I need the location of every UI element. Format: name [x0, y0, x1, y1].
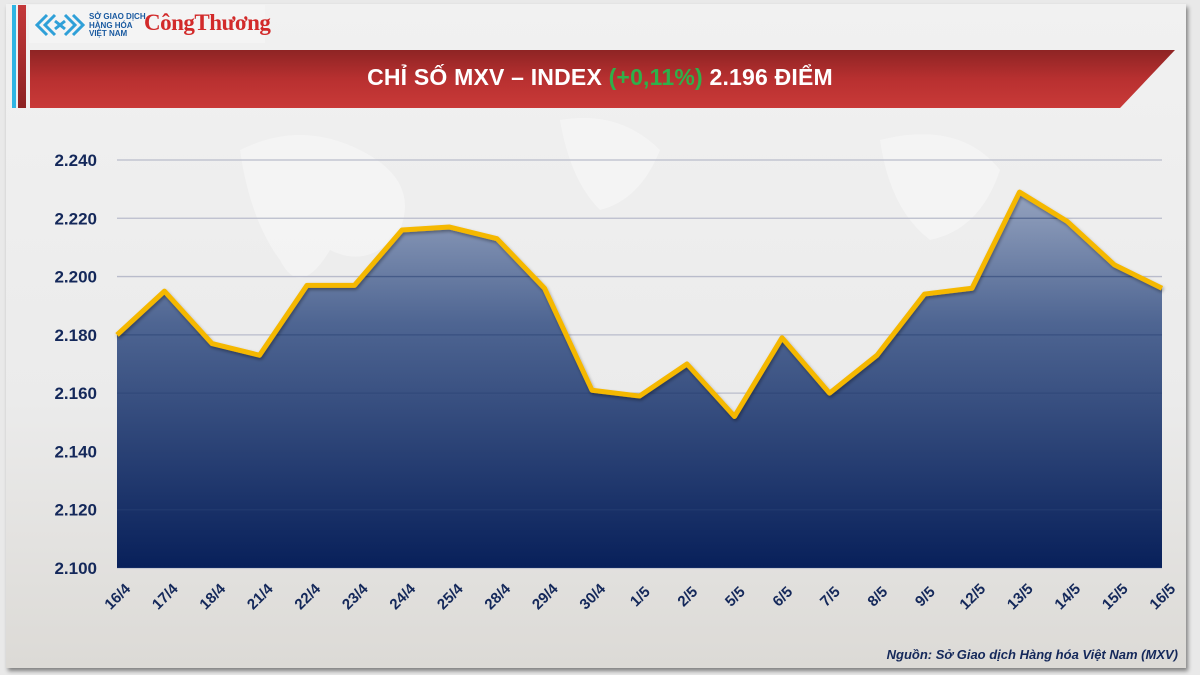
x-tick-label: 30/4	[576, 580, 609, 613]
title-index-value: 2.196 ĐIỂM	[702, 64, 833, 90]
accent-bar-blue	[12, 5, 16, 108]
x-axis-labels: 16/4 17/4 18/4 21/4 22/4 23/4 24/4 25/4 28/4 29/4…	[101, 580, 1179, 613]
mxv-logo-icon	[35, 13, 85, 37]
x-tick-label: 2/5	[674, 583, 701, 610]
x-tick-label: 9/5	[912, 583, 939, 610]
y-tick-label: 2.120	[54, 501, 97, 520]
title-banner	[30, 50, 1175, 108]
x-tick-label: 6/5	[769, 583, 796, 610]
x-tick-label: 29/4	[529, 580, 562, 613]
x-tick-label: 21/4	[244, 580, 277, 613]
x-tick-label: 13/5	[1004, 580, 1037, 613]
mxv-logo-line: SỞ GIAO DỊCH	[89, 12, 146, 21]
x-tick-label: 23/4	[339, 580, 372, 613]
y-tick-label: 2.220	[54, 209, 97, 228]
mxv-logo-line: HÀNG HÓA	[89, 20, 133, 30]
x-tick-label: 17/4	[149, 580, 182, 613]
x-tick-label: 14/5	[1051, 580, 1084, 613]
x-tick-label: 15/5	[1099, 580, 1132, 613]
accent-bar-red	[18, 5, 26, 108]
y-tick-label: 2.160	[54, 384, 97, 403]
x-tick-label: 7/5	[817, 583, 844, 610]
title-prefix: CHỈ SỐ MXV – INDEX	[367, 64, 609, 90]
header-logos: SỞ GIAO DỊCH HÀNG HÓA VIỆT NAM CôngThươn…	[29, 5, 271, 43]
title-change-percent: (+0,11%)	[608, 64, 703, 90]
x-tick-label: 25/4	[434, 580, 467, 613]
x-tick-label: 22/4	[291, 580, 324, 613]
x-tick-label: 28/4	[481, 580, 514, 613]
cong-thuong-logo: CôngThương	[144, 10, 271, 35]
x-tick-label: 5/5	[722, 583, 749, 610]
source-note: Nguồn: Sở Giao dịch Hàng hóa Việt Nam (M…	[886, 647, 1178, 662]
chart-title: CHỈ SỐ MXV – INDEX (+0,11%) 2.196 ĐIỂM	[0, 64, 1200, 91]
x-tick-label: 12/5	[956, 580, 989, 613]
y-tick-label: 2.200	[54, 268, 97, 287]
x-tick-label: 8/5	[864, 583, 891, 610]
x-tick-label: 1/5	[627, 583, 654, 610]
index-line	[115, 189, 1164, 419]
y-tick-label: 2.240	[54, 151, 97, 170]
area-fill	[117, 192, 1162, 569]
x-tick-label: 18/4	[196, 580, 229, 613]
y-tick-label: 2.140	[54, 442, 97, 461]
mxv-logo-line: VIỆT NAM	[89, 29, 128, 38]
mxv-logo-text: SỞ GIAO DỊCH HÀNG HÓA VIỆT NAM	[89, 12, 146, 39]
y-tick-label: 2.180	[54, 326, 97, 345]
y-tick-label: 2.100	[54, 559, 97, 578]
x-tick-label: 16/4	[101, 580, 134, 613]
x-tick-label: 16/5	[1146, 580, 1179, 613]
y-axis-labels: 2.100 2.120 2.140 2.160 2.180 2.200 2.220 2.240	[54, 151, 97, 578]
x-tick-label: 24/4	[386, 580, 419, 613]
